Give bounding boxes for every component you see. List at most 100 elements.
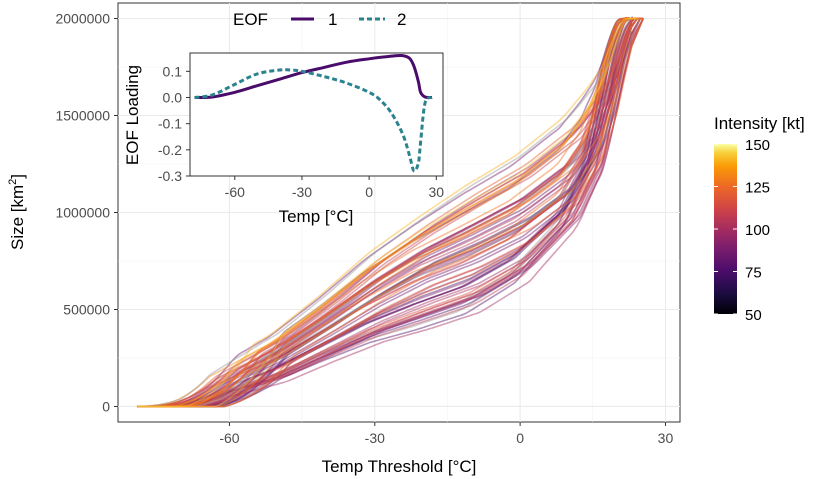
colorbar-tick-label: 50 <box>745 307 762 324</box>
size-curve-13 <box>137 17 636 408</box>
size-curve-26 <box>137 18 644 408</box>
size-curve-17 <box>137 18 639 408</box>
size-curve-31 <box>137 17 636 408</box>
size-curve-58 <box>137 17 636 408</box>
eof-2-line <box>194 68 433 173</box>
inset-x-tick-label: -60 <box>225 184 245 200</box>
colorbar-ticks: 50 75 100 125 150 <box>714 137 770 324</box>
size-curve-70 <box>137 17 635 408</box>
size-curve-44 <box>137 18 639 408</box>
size-curve-37 <box>137 18 639 408</box>
size-curve-25 <box>137 17 644 408</box>
size-curve-50 <box>137 17 635 408</box>
size-curve-52 <box>137 16 633 408</box>
size-curve-24 <box>137 17 635 408</box>
x-tick-label: -30 <box>365 430 385 446</box>
size-curve-66 <box>137 18 639 408</box>
x-tick-label: -60 <box>219 430 239 446</box>
y-tick-label: 500000 <box>63 301 110 317</box>
size-curve-51 <box>137 17 641 408</box>
size-curve-36 <box>137 17 638 408</box>
size-curve-34 <box>137 17 641 408</box>
inset-x-tick-label: 30 <box>428 184 444 200</box>
size-curve-22 <box>137 18 644 408</box>
size-curve-10 <box>137 17 644 408</box>
size-curve-41 <box>137 17 635 408</box>
size-curve-53 <box>137 17 638 408</box>
size-curve-56 <box>137 18 642 408</box>
size-curve-30 <box>137 17 636 408</box>
inset-x-tick-label: 0 <box>365 184 373 200</box>
size-curve-3 <box>137 17 638 408</box>
size-curve-19 <box>137 17 638 408</box>
inset-y-tick-label: 0.1 <box>163 63 183 79</box>
legend-label-eof-1: 1 <box>328 10 337 29</box>
size-curve-35 <box>137 18 642 408</box>
size-curve-47 <box>137 17 644 408</box>
size-curve-28 <box>137 16 633 408</box>
size-curve-54 <box>137 18 642 408</box>
size-curve-40 <box>137 18 644 408</box>
size-curve-5 <box>137 17 638 408</box>
size-curve-4 <box>137 18 642 408</box>
inset-curves <box>194 53 433 173</box>
main-curves <box>137 16 644 408</box>
size-curve-59 <box>137 18 644 408</box>
y-tick-label: 1000000 <box>55 205 110 221</box>
size-curve-49 <box>137 17 641 408</box>
size-curve-55 <box>137 17 636 408</box>
inset-y-tick-label: -0.2 <box>158 142 182 158</box>
size-curve-16 <box>137 17 636 408</box>
size-curve-63 <box>137 17 644 408</box>
y-label-text: Size [km <box>8 185 27 250</box>
eof-1-line <box>194 53 432 100</box>
size-curve-2 <box>137 17 641 408</box>
inset-axes: -60 -30 0 30 -0.3 -0.2 -0.1 0.0 0.1 <box>158 63 444 200</box>
size-curve-32 <box>137 18 639 408</box>
legend-title: EOF <box>233 10 268 29</box>
size-curve-20 <box>137 18 641 408</box>
size-curve-69 <box>137 17 638 408</box>
size-curve-57 <box>137 17 638 408</box>
size-curve-21 <box>137 18 641 408</box>
size-curve-14 <box>137 17 641 408</box>
size-curve-8 <box>137 17 635 408</box>
legend-label-eof-2: 2 <box>397 10 406 29</box>
y-tick-label: 2000000 <box>55 11 110 27</box>
size-curve-6 <box>137 17 635 408</box>
size-curve-62 <box>137 18 644 408</box>
size-curve-64 <box>137 17 641 408</box>
main-x-axis-label: Temp Threshold [°C] <box>322 457 477 476</box>
y-tick-label: 1500000 <box>55 108 110 124</box>
size-curve-42 <box>137 17 636 408</box>
size-curve-29 <box>137 17 636 408</box>
size-curve-9 <box>137 16 633 408</box>
inset-x-tick-label: -30 <box>292 184 312 200</box>
size-curve-43 <box>137 18 641 408</box>
y-label-close: ] <box>8 174 27 179</box>
colorbar-title: Intensity [kt] <box>714 114 805 133</box>
inset-panel-frame <box>189 52 444 177</box>
size-curve-46 <box>137 18 644 408</box>
main-y-axis-label: Size [km2] <box>7 174 27 250</box>
size-curve-67 <box>137 17 633 408</box>
size-curve-45 <box>137 16 633 408</box>
inset-y-axis-label: EOF Loading <box>123 65 142 165</box>
size-curve-48 <box>137 17 644 408</box>
colorbar-tick-label: 100 <box>745 222 770 239</box>
size-curve-27 <box>137 16 633 408</box>
y-tick-label: 0 <box>102 398 110 414</box>
x-tick-label: 30 <box>658 430 674 446</box>
size-curve-1 <box>137 17 644 408</box>
size-curve-15 <box>137 17 641 408</box>
colorbar-tick-label: 75 <box>745 265 762 282</box>
inset-y-tick-label: -0.1 <box>158 116 182 132</box>
size-curve-33 <box>137 18 641 408</box>
size-curve-11 <box>137 16 633 408</box>
colorbar: Intensity [kt] 50 75 100 125 150 <box>714 114 805 324</box>
inset-legend: EOF 1 2 <box>233 10 406 29</box>
size-curve-18 <box>137 18 639 408</box>
colorbar-gradient <box>714 144 737 314</box>
size-curve-68 <box>137 17 638 408</box>
